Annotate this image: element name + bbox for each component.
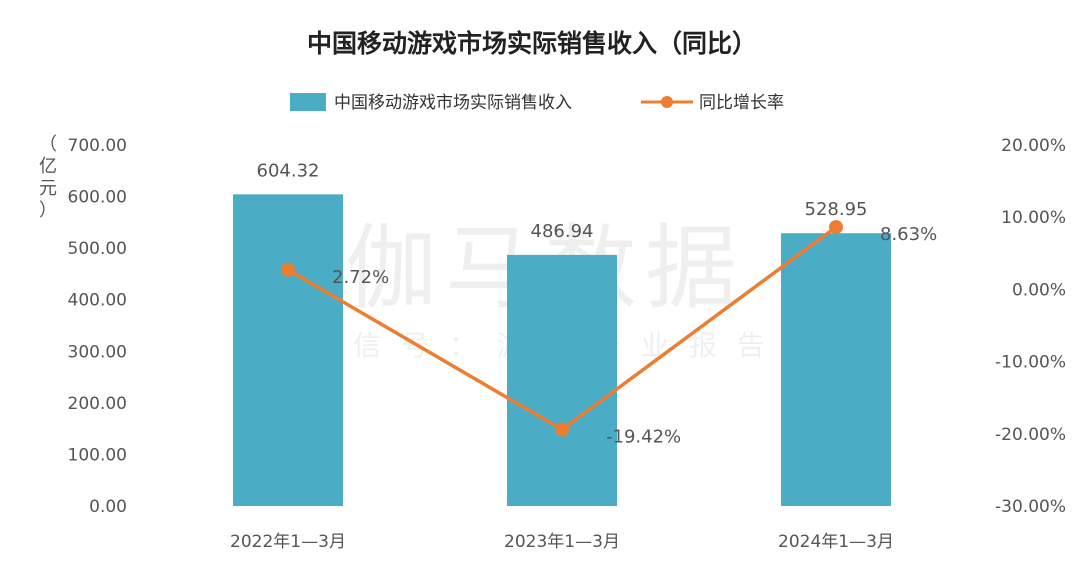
bar xyxy=(507,254,617,506)
legend-swatch-bar xyxy=(290,93,326,111)
y2-tick-label: -30.00% xyxy=(995,497,1066,517)
y2-tick-label: 0.00% xyxy=(1012,280,1066,300)
y-tick-label: 0.00 xyxy=(89,497,127,517)
x-tick-label: 2022年1—3月 xyxy=(230,532,346,552)
y-axis-title-char: （ xyxy=(39,134,57,155)
y-tick-label: 600.00 xyxy=(68,188,127,208)
growth-value-label: -19.42% xyxy=(606,427,681,448)
bar-value-label: 486.94 xyxy=(531,221,594,242)
data-labels: 604.32 486.94 528.95 2.72% -19.42% 8.63% xyxy=(257,160,938,447)
y-axis-title-char: 元 xyxy=(39,178,57,199)
left-axis-ticks: 0.00 100.00 200.00 300.00 400.00 500.00 600.00… xyxy=(68,136,127,517)
y-tick-label: 400.00 xyxy=(68,291,127,311)
bar-series xyxy=(233,194,891,506)
y-axis-title-char: ） xyxy=(39,200,57,221)
legend-label-bar: 中国移动游戏市场实际销售收入 xyxy=(334,93,572,113)
y-axis-title-char: 亿 xyxy=(39,156,57,177)
x-tick-label: 2024年1—3月 xyxy=(778,532,894,552)
category-labels: 2022年1—3月 2023年1—3月 2024年1—3月 xyxy=(230,532,894,552)
y-tick-label: 300.00 xyxy=(68,342,127,362)
growth-point xyxy=(555,422,569,437)
growth-value-label: 8.63% xyxy=(880,224,937,245)
right-axis-ticks: -30.00% -20.00% -10.00% 0.00% 10.00% 20.00% xyxy=(995,136,1066,517)
y2-tick-label: 20.00% xyxy=(1001,136,1066,156)
legend-label-line: 同比增长率 xyxy=(699,93,784,113)
y-tick-label: 500.00 xyxy=(68,239,127,259)
y-axis-title: （ 亿 元 ） xyxy=(39,134,57,221)
legend-swatch-marker xyxy=(661,96,673,108)
y2-tick-label: 10.00% xyxy=(1001,208,1066,228)
line-series xyxy=(281,220,843,437)
y-tick-label: 100.00 xyxy=(68,445,127,465)
x-tick-label: 2023年1—3月 xyxy=(504,532,620,552)
chart-title: 中国移动游戏市场实际销售收入（同比） xyxy=(307,29,757,58)
growth-value-label: 2.72% xyxy=(332,267,389,288)
y2-tick-label: -10.00% xyxy=(995,353,1066,373)
bar xyxy=(781,233,891,506)
y-tick-label: 200.00 xyxy=(68,394,127,414)
bar-value-label: 604.32 xyxy=(257,160,320,181)
bar-value-label: 528.95 xyxy=(805,199,868,220)
growth-point xyxy=(829,220,843,235)
bar xyxy=(233,194,343,506)
y2-tick-label: -20.00% xyxy=(995,425,1066,445)
legend: 中国移动游戏市场实际销售收入 同比增长率 xyxy=(290,93,784,113)
growth-point xyxy=(281,262,295,277)
y-tick-label: 700.00 xyxy=(68,136,127,156)
